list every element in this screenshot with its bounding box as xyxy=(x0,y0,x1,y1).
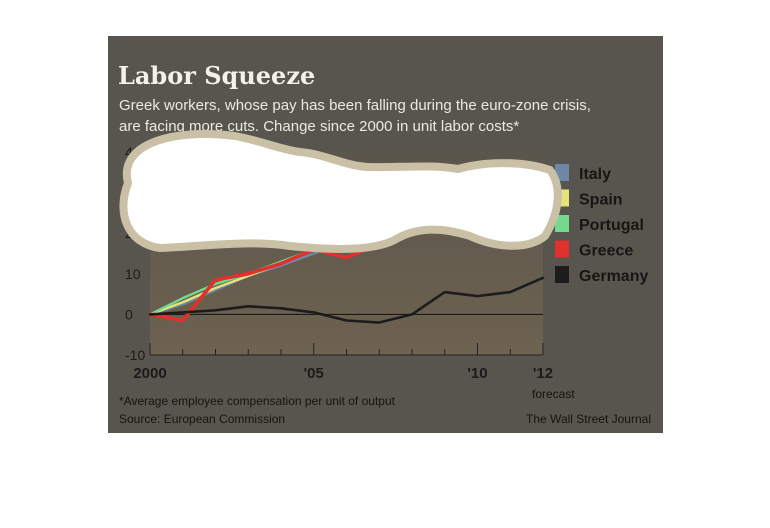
y-tick-label: 0 xyxy=(125,306,133,322)
chart-subtitle-line-1: Greek workers, whose pay has been fallin… xyxy=(119,97,591,114)
source-text: Source: European Commission xyxy=(119,412,285,426)
x-tick-label: '12 xyxy=(533,365,553,382)
legend-label-italy: Italy xyxy=(579,166,611,183)
footnote: *Average employee compensation per unit … xyxy=(119,394,396,408)
x-tick-label: '05 xyxy=(304,365,324,382)
legend-swatch-portugal xyxy=(555,215,569,232)
x-tick-label: 2000 xyxy=(133,365,166,382)
legend-label-spain: Spain xyxy=(579,192,623,209)
forecast-label: forecast xyxy=(532,387,575,401)
series-line-germany xyxy=(148,276,545,324)
legend-swatch-greece xyxy=(555,240,569,258)
legend-swatch-germany xyxy=(555,266,569,283)
legend-label-germany: Germany xyxy=(579,268,648,285)
y-tick-label: -10 xyxy=(125,347,145,363)
white-smudge xyxy=(119,130,562,253)
legend-label-portugal: Portugal xyxy=(579,217,644,234)
x-tick-label: '10 xyxy=(467,365,487,382)
chart-title: Labor Squeeze xyxy=(118,61,315,90)
legend-swatch-italy xyxy=(555,164,569,181)
legend-label-greece: Greece xyxy=(579,243,633,260)
y-tick-label: 10 xyxy=(125,266,141,282)
credit-text: The Wall Street Journal xyxy=(526,412,651,426)
legend: Italy Spain Portugal Greece Germany xyxy=(555,164,648,285)
